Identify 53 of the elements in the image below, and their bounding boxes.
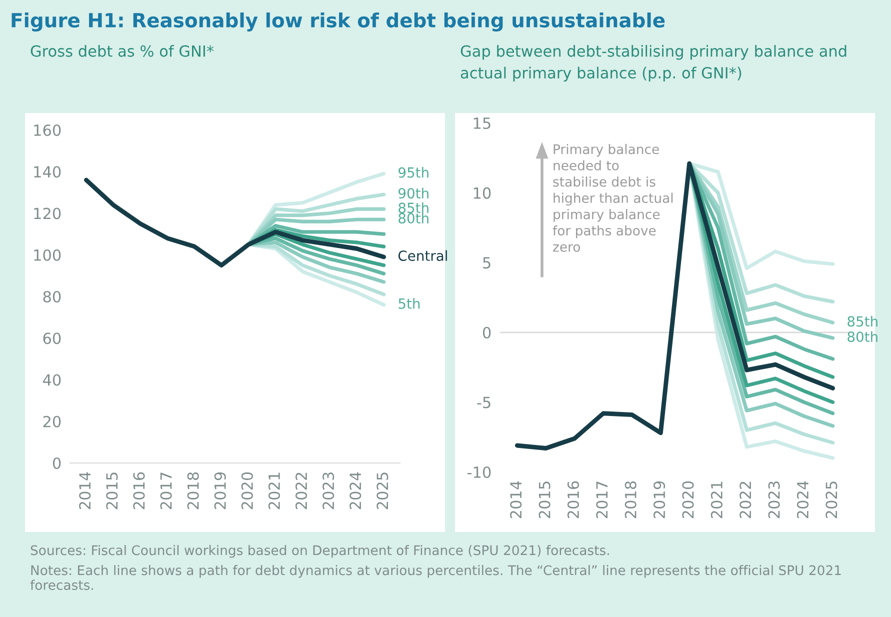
y-tick-label: -5	[477, 396, 490, 408]
y-tick-label: 120	[34, 208, 61, 220]
text: Notes: Each line shows a path for debt dynamics at various percentiles. The “Central” line represents the official SPU 2021 forecasts.	[30, 565, 841, 590]
x-tick-label: 2014	[79, 472, 91, 510]
x-tick-label: 2022	[296, 472, 308, 510]
x-tick-label: 2024	[796, 481, 809, 518]
x-tick-label: 2015	[538, 482, 550, 518]
y-tick-label: 80	[43, 290, 61, 303]
series-label: 85th	[398, 202, 428, 214]
y-tick-label: 40	[42, 374, 61, 386]
y-tick-label: 0	[482, 326, 491, 338]
y-tick-label: 10	[474, 187, 491, 199]
x-tick-label: 2015	[106, 472, 118, 510]
x-tick-label: 2023	[768, 482, 780, 518]
x-tick-label: 2016	[133, 472, 145, 510]
x-tick-label: 2022	[740, 482, 752, 518]
x-tick-label: 2017	[160, 472, 172, 510]
x-tick-label: 2025	[376, 472, 388, 510]
y-tick-label: 60	[43, 332, 61, 344]
series-label: 95th	[398, 166, 428, 178]
x-tick-label: 2021	[268, 472, 280, 510]
series-label: 5th	[398, 298, 420, 309]
series-label: 85th	[848, 316, 878, 327]
x-tick-label: 2018	[624, 481, 636, 518]
y-tick-label: 140	[34, 166, 61, 178]
series-label: 90th	[398, 188, 428, 199]
x-tick-label: 2014	[510, 481, 522, 518]
x-tick-label: 2019	[654, 481, 666, 518]
x-tick-label: 2021	[710, 482, 722, 518]
x-tick-label: 2016	[567, 481, 580, 518]
y-tick-label: 15	[474, 118, 490, 130]
series-label: 80th	[398, 212, 428, 224]
chart-subtitle: Gap between debt-stabilising primary balance and actual primary balance (p.p. of GNI*)	[460, 45, 846, 82]
x-tick-label: 2020	[241, 472, 253, 510]
y-tick-label: 5	[483, 257, 490, 269]
x-tick-label: 2019	[214, 472, 226, 510]
x-tick-label: 2024	[350, 472, 362, 510]
annotation: Primary balance needed to stabilise debt is higher than actual primary balance for paths above zero	[552, 144, 673, 252]
x-tick-label: 2018	[187, 472, 199, 510]
chart-title: Figure H1: Reasonably low risk of debt being unsustainable	[12, 12, 665, 32]
x-tick-label: 2017	[596, 482, 608, 518]
series-label: 80th	[848, 331, 878, 342]
y-tick-label: 160	[34, 124, 61, 136]
y-tick-label: 0	[52, 457, 61, 470]
y-tick-label: 100	[34, 249, 61, 261]
series-label: Central	[398, 250, 447, 261]
x-tick-label: 2025	[826, 482, 838, 518]
y-tick-label: -10	[467, 466, 491, 478]
source-note: Sources: Fiscal Council workings based on Department of Finance (SPU 2021) forecasts.	[30, 545, 609, 558]
x-tick-label: 2020	[682, 481, 694, 518]
x-tick-label: 2023	[322, 472, 334, 510]
chart-subtitle: Gross debt as % of GNI*	[30, 45, 214, 57]
y-tick-label: 20	[43, 416, 61, 428]
